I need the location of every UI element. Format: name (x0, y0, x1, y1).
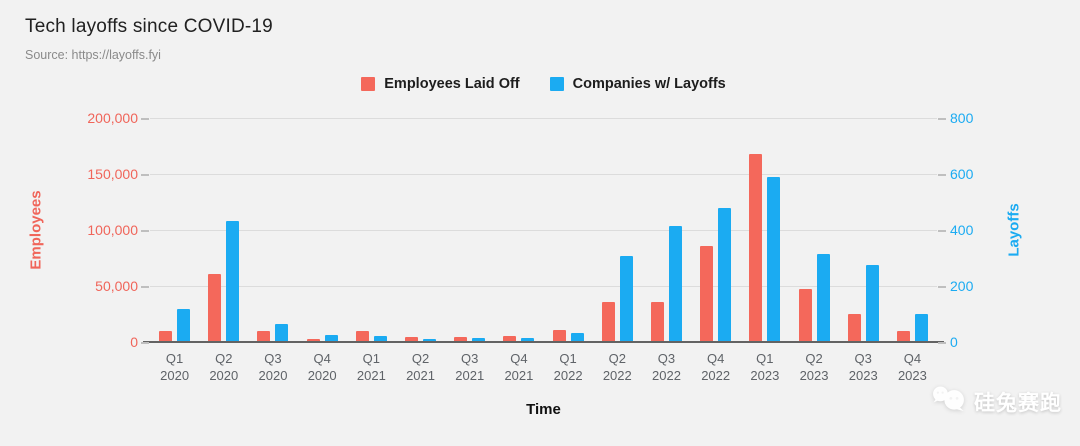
bar-employees-laid-off (650, 301, 664, 341)
y-tick-label: 0 (130, 334, 138, 350)
chart-source: Source: https://layoffs.fyi (25, 48, 161, 62)
bar-companies-with-layoffs (177, 308, 191, 341)
gridline (150, 174, 937, 175)
y-tick-label: 600 (950, 166, 974, 182)
axis-tickmark (141, 342, 149, 344)
axis-tickmark (938, 118, 946, 120)
y-tick-label: 100,000 (87, 222, 138, 238)
bar-employees-laid-off (798, 289, 812, 341)
x-tick-label: Q2 2021 (406, 351, 435, 383)
bar-companies-with-layoffs (324, 334, 338, 341)
gridline (150, 230, 937, 231)
axis-tickmark (938, 230, 946, 232)
x-tick-label: Q1 2020 (160, 351, 190, 383)
bar-companies-with-layoffs (472, 338, 486, 341)
x-tick-label: Q1 2023 (750, 351, 780, 383)
x-tick-label: Q3 2021 (455, 351, 485, 383)
x-tick-label: Q2 2020 (209, 351, 239, 383)
legend-label-companies: Companies w/ Layoffs (572, 76, 726, 92)
y-tick-label: 150,000 (87, 166, 138, 182)
bar-companies-with-layoffs (275, 324, 289, 341)
left-axis-title: Employees (27, 190, 45, 270)
bar-employees-laid-off (601, 301, 615, 341)
bar-companies-with-layoffs (226, 220, 240, 341)
axis-tickmark (938, 174, 946, 176)
axis-tickmark (938, 286, 946, 288)
bar-companies-with-layoffs (423, 338, 437, 341)
plot-area (143, 118, 944, 343)
bar-employees-laid-off (503, 336, 517, 341)
bar-employees-laid-off (552, 329, 566, 341)
x-tick-label: Q4 2022 (701, 351, 731, 383)
x-tick-label: Q3 2023 (848, 351, 878, 383)
bar-companies-with-layoffs (816, 254, 830, 341)
bar-employees-laid-off (159, 330, 173, 341)
x-axis-baseline (143, 341, 944, 343)
bar-companies-with-layoffs (865, 265, 879, 341)
bar-employees-laid-off (700, 246, 714, 341)
bar-companies-with-layoffs (521, 338, 535, 341)
gridline (150, 118, 937, 119)
bar-employees-laid-off (896, 331, 910, 341)
watermark-text: 硅兔赛跑 (974, 391, 1062, 415)
y-tick-label: 0 (950, 334, 958, 350)
bar-companies-with-layoffs (668, 226, 682, 341)
x-tick-label: Q2 2022 (602, 351, 632, 383)
legend-swatch-companies-icon (549, 77, 564, 91)
gridline (150, 286, 937, 287)
y-tick-label: 400 (950, 222, 974, 238)
legend-label-employees: Employees Laid Off (384, 76, 520, 92)
x-tick-label: Q1 2022 (553, 351, 583, 383)
legend-swatch-employees-icon (361, 77, 376, 91)
x-tick-label: Q4 2021 (504, 351, 534, 383)
y-tick-label: 800 (950, 110, 974, 126)
x-tick-label: Q4 2020 (307, 351, 337, 383)
bar-companies-with-layoffs (914, 314, 928, 341)
bar-companies-with-layoffs (718, 208, 732, 341)
bar-employees-laid-off (749, 153, 763, 341)
bar-companies-with-layoffs (767, 177, 781, 341)
x-tick-label: Q3 2020 (258, 351, 288, 383)
x-tick-label: Q4 2023 (897, 351, 927, 383)
wechat-chat-bubbles-icon (931, 384, 967, 419)
axis-tickmark (141, 174, 149, 176)
chart-title: Tech layoffs since COVID-19 (25, 16, 273, 37)
bar-companies-with-layoffs (373, 335, 387, 341)
x-tick-label: Q1 2021 (356, 351, 386, 383)
bar-employees-laid-off (257, 330, 271, 341)
axis-tickmark (141, 286, 149, 288)
y-tick-label: 200 (950, 278, 974, 294)
axis-tickmark (141, 118, 149, 120)
bar-employees-laid-off (454, 336, 468, 341)
axis-tickmark (938, 342, 946, 344)
legend-item-employees[interactable]: Employees Laid Off (361, 76, 520, 92)
x-tick-label: Q3 2022 (652, 351, 681, 383)
legend-item-companies[interactable]: Companies w/ Layoffs (549, 76, 726, 92)
bar-employees-laid-off (355, 331, 369, 341)
bar-employees-laid-off (208, 273, 222, 341)
chart-legend: Employees Laid Off Companies w/ Layoffs (150, 76, 937, 92)
x-tick-label: Q2 2023 (799, 351, 829, 383)
bar-employees-laid-off (306, 338, 320, 341)
axis-tickmark (141, 230, 149, 232)
bar-companies-with-layoffs (570, 332, 584, 341)
bar-employees-laid-off (405, 336, 419, 341)
x-axis-tick-labels: Q1 2020 Q2 2020 Q3 2020 Q4 2020 Q1 2021 Q2 2021 Q3 20… (150, 351, 937, 387)
x-axis-title: Time (526, 401, 561, 418)
bar-companies-with-layoffs (619, 255, 633, 341)
y-tick-label: 50,000 (95, 278, 138, 294)
bar-employees-laid-off (847, 314, 861, 341)
y-tick-label: 200,000 (87, 110, 138, 126)
watermark: 硅兔赛跑 (931, 384, 1062, 419)
